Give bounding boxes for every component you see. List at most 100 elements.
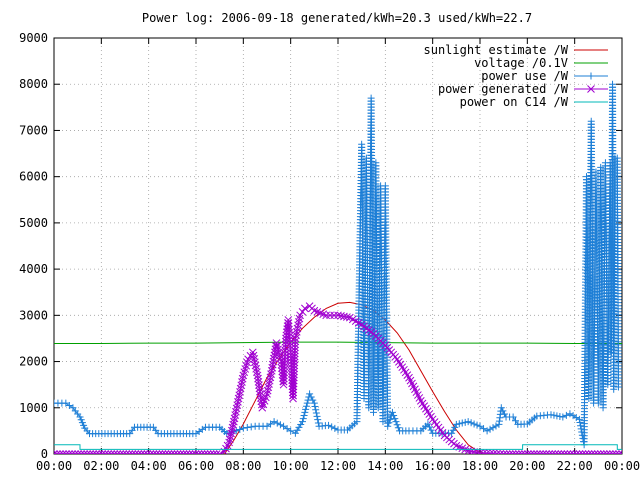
- data-point: [143, 450, 152, 454]
- data-point: [533, 450, 541, 454]
- data-point: [290, 358, 299, 367]
- data-point: [56, 450, 64, 454]
- data-point: [576, 419, 584, 427]
- data-point: [225, 435, 234, 444]
- data-point: [107, 450, 116, 454]
- series-layer: [54, 80, 622, 454]
- data-point: [343, 313, 351, 321]
- y-tick-label: 0: [41, 447, 48, 461]
- data-point: [451, 423, 459, 431]
- data-point: [467, 419, 475, 427]
- data-point: [509, 413, 517, 421]
- data-point: [280, 359, 289, 367]
- data-point: [587, 450, 596, 454]
- data-point: [267, 420, 275, 428]
- data-point: [388, 408, 396, 416]
- x-tick-label: 08:00: [225, 459, 261, 473]
- data-point: [92, 450, 101, 454]
- data-point: [473, 421, 481, 429]
- data-point: [599, 450, 608, 454]
- data-point: [590, 450, 599, 454]
- data-point: [461, 418, 469, 426]
- data-point: [116, 450, 125, 454]
- x-tick-label: 02:00: [83, 459, 119, 473]
- data-point: [615, 450, 622, 454]
- data-point: [140, 450, 149, 454]
- data-point: [480, 425, 488, 433]
- data-point: [393, 421, 401, 429]
- data-point: [554, 450, 563, 454]
- data-point: [578, 450, 587, 454]
- data-point: [200, 450, 209, 454]
- data-point: [155, 450, 164, 454]
- data-point: [267, 366, 276, 375]
- data-point: [290, 364, 299, 373]
- series-line: [54, 341, 622, 344]
- data-point: [86, 450, 94, 454]
- data-point: [331, 424, 339, 432]
- data-point: [263, 422, 271, 430]
- data-point: [312, 406, 320, 414]
- data-point: [291, 343, 299, 352]
- data-point: [71, 450, 79, 454]
- data-point: [268, 363, 277, 372]
- legend-marker: [587, 85, 595, 93]
- data-point: [299, 415, 307, 423]
- data-point: [505, 450, 514, 454]
- data-point: [122, 450, 131, 454]
- data-point: [452, 420, 460, 428]
- data-point: [334, 311, 342, 320]
- data-point: [550, 411, 558, 419]
- data-point: [212, 450, 221, 454]
- data-point: [244, 355, 252, 364]
- data-point: [254, 378, 263, 386]
- data-point: [511, 450, 520, 454]
- data-point: [297, 421, 305, 429]
- data-point: [289, 382, 298, 391]
- data-point: [255, 384, 264, 393]
- data-point: [256, 390, 265, 399]
- data-point: [65, 401, 73, 409]
- data-point: [290, 352, 299, 361]
- data-point: [131, 450, 140, 454]
- data-point: [559, 413, 567, 421]
- series-line: [54, 444, 622, 450]
- data-point: [325, 421, 333, 429]
- data-point: [596, 450, 605, 454]
- data-point: [289, 379, 298, 388]
- data-point: [280, 368, 289, 377]
- data-point: [306, 390, 314, 398]
- data-point: [194, 450, 203, 454]
- data-point: [539, 450, 547, 454]
- x-tick-label: 00:00: [36, 459, 72, 473]
- data-point: [293, 426, 301, 434]
- data-point: [74, 450, 82, 454]
- data-point: [283, 425, 291, 433]
- data-point: [89, 450, 98, 454]
- y-tick-label: 1000: [19, 401, 48, 415]
- data-point: [326, 311, 334, 320]
- data-point: [593, 450, 602, 454]
- data-point: [269, 357, 278, 366]
- data-point: [128, 450, 137, 454]
- data-point: [255, 381, 263, 389]
- y-tick-label: 2000: [19, 355, 48, 369]
- data-point: [553, 412, 561, 420]
- data-point: [390, 411, 398, 419]
- data-point: [274, 348, 283, 357]
- data-point: [197, 450, 206, 454]
- chart-title: Power log: 2006-09-18 generated/kWh=20.3…: [142, 11, 532, 25]
- data-point: [497, 404, 505, 412]
- data-point: [280, 356, 289, 364]
- data-point: [547, 411, 555, 419]
- data-point: [424, 420, 432, 428]
- data-point: [284, 319, 293, 328]
- data-point: [110, 450, 119, 454]
- data-point: [458, 419, 466, 427]
- data-point: [273, 419, 281, 427]
- data-point: [54, 450, 58, 454]
- data-point: [496, 450, 505, 454]
- data-point: [291, 340, 300, 349]
- data-point: [524, 450, 532, 454]
